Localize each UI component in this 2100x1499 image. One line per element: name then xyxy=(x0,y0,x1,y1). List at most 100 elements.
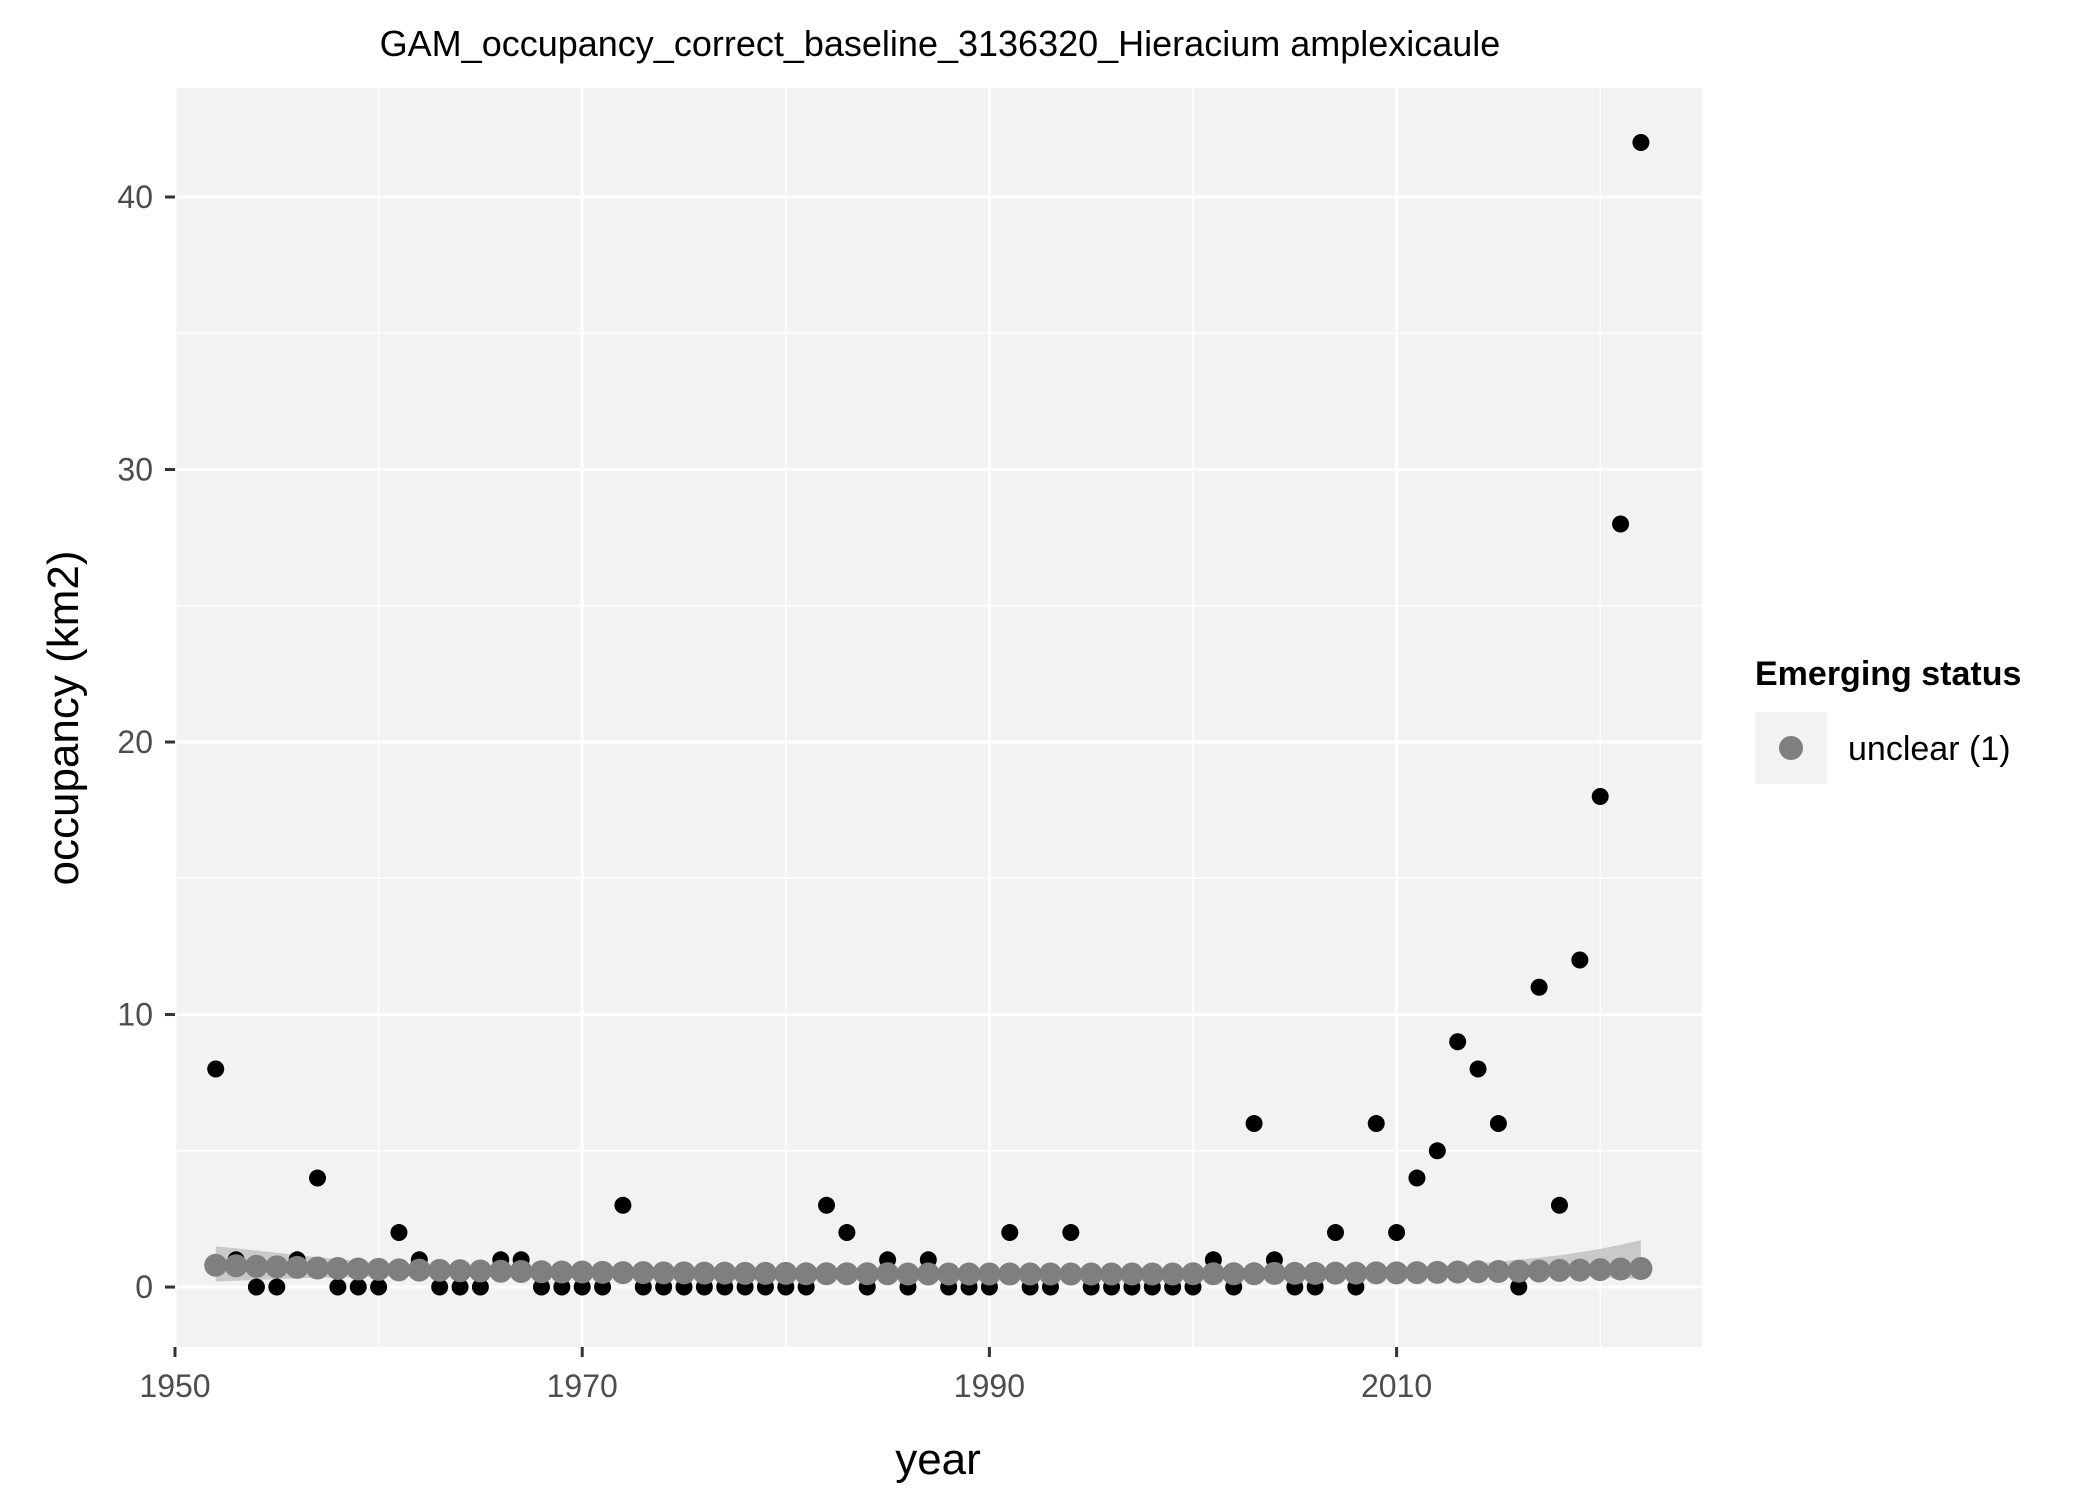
observed-point xyxy=(451,1278,469,1296)
y-tick-label: 10 xyxy=(117,997,153,1033)
fitted-point xyxy=(1446,1260,1470,1284)
fitted-point xyxy=(224,1254,248,1278)
y-axis-title: occupancy (km2) xyxy=(39,550,88,885)
observed-point xyxy=(614,1196,632,1214)
legend-title: Emerging status xyxy=(1755,655,2021,693)
observed-point xyxy=(573,1278,591,1296)
fitted-point xyxy=(265,1255,289,1279)
observed-point xyxy=(1327,1224,1345,1242)
y-axis: 0 10 20 30 40 xyxy=(117,179,175,1305)
observed-point xyxy=(553,1278,571,1296)
fitted-point xyxy=(1629,1257,1653,1281)
fitted-point xyxy=(815,1262,839,1286)
observed-point xyxy=(1001,1224,1019,1242)
fitted-point xyxy=(346,1257,370,1281)
fitted-point xyxy=(1303,1261,1327,1285)
fitted-points xyxy=(204,1253,1653,1286)
observed-point xyxy=(818,1196,836,1214)
fitted-point xyxy=(550,1260,574,1284)
grid-minor xyxy=(175,88,1702,1347)
observed-point xyxy=(1428,1142,1446,1160)
fitted-point xyxy=(1547,1258,1571,1282)
fitted-point xyxy=(1568,1258,1592,1282)
fitted-point xyxy=(244,1254,268,1278)
fitted-point xyxy=(509,1260,533,1284)
fitted-point xyxy=(1222,1262,1246,1286)
fitted-point xyxy=(1609,1257,1633,1281)
fitted-point xyxy=(1324,1261,1348,1285)
x-axis: 1950 1970 1990 2010 xyxy=(139,1347,1432,1404)
fitted-point xyxy=(570,1260,594,1284)
fitted-point xyxy=(387,1258,411,1282)
observed-point xyxy=(1469,1060,1487,1078)
fitted-point xyxy=(1466,1260,1490,1284)
x-tick-label: 1990 xyxy=(954,1368,1025,1404)
fitted-point xyxy=(1283,1261,1307,1285)
fitted-point xyxy=(1018,1262,1042,1286)
observed-point xyxy=(370,1278,388,1296)
fitted-point xyxy=(1038,1262,1062,1286)
observed-point xyxy=(1408,1169,1426,1187)
fitted-point xyxy=(672,1261,696,1285)
fitted-point xyxy=(1385,1261,1409,1285)
observed-point xyxy=(1612,515,1630,533)
fitted-point xyxy=(631,1261,655,1285)
observed-point xyxy=(431,1278,449,1296)
fitted-point xyxy=(326,1257,350,1281)
observed-point xyxy=(1510,1278,1528,1296)
fitted-point xyxy=(1140,1262,1164,1286)
y-tick-label: 30 xyxy=(117,452,153,488)
fitted-point xyxy=(774,1261,798,1285)
observed-point xyxy=(1550,1196,1568,1214)
fitted-point xyxy=(1486,1260,1510,1284)
observed-point xyxy=(1062,1224,1080,1242)
fitted-point xyxy=(285,1255,309,1279)
observed-point xyxy=(329,1278,347,1296)
fitted-point xyxy=(204,1253,228,1277)
fitted-point xyxy=(1262,1261,1286,1285)
fitted-point xyxy=(753,1261,777,1285)
observed-point xyxy=(390,1224,408,1242)
fitted-point xyxy=(448,1259,472,1283)
x-tick-label: 1950 xyxy=(139,1368,210,1404)
fitted-point xyxy=(1100,1262,1124,1286)
observed-point xyxy=(1367,1115,1385,1133)
observed-point xyxy=(247,1278,265,1296)
fitted-point xyxy=(1588,1258,1612,1282)
x-axis-title: year xyxy=(895,1435,981,1484)
fitted-point xyxy=(1344,1261,1368,1285)
fitted-point xyxy=(468,1259,492,1283)
y-tick-label: 40 xyxy=(117,179,153,215)
observed-point xyxy=(1632,134,1650,152)
observed-point xyxy=(1449,1033,1467,1051)
observed-point xyxy=(532,1278,550,1296)
observed-point xyxy=(838,1224,856,1242)
fitted-point xyxy=(1425,1260,1449,1284)
x-tick-label: 1970 xyxy=(547,1368,618,1404)
grid-major xyxy=(173,88,1702,1347)
fitted-point xyxy=(1161,1262,1185,1286)
fitted-point xyxy=(937,1262,961,1286)
observed-point xyxy=(1530,978,1548,996)
observed-point xyxy=(1489,1115,1507,1133)
observed-point xyxy=(268,1278,286,1296)
plot-panel xyxy=(175,88,1702,1347)
fitted-point xyxy=(1059,1262,1083,1286)
fitted-point xyxy=(998,1262,1022,1286)
fitted-point xyxy=(367,1257,391,1281)
fitted-point xyxy=(1242,1262,1266,1286)
observed-point xyxy=(349,1278,367,1296)
observed-point xyxy=(1591,788,1609,806)
fitted-point xyxy=(835,1262,859,1286)
legend-label: unclear (1) xyxy=(1848,730,2011,768)
fitted-point xyxy=(1201,1262,1225,1286)
fitted-point xyxy=(1120,1262,1144,1286)
fitted-point xyxy=(428,1258,452,1282)
fitted-point xyxy=(652,1261,676,1285)
fitted-point xyxy=(611,1261,635,1285)
observed-point xyxy=(471,1278,489,1296)
fitted-point xyxy=(1364,1261,1388,1285)
fitted-point xyxy=(407,1258,431,1282)
fitted-point xyxy=(1507,1259,1531,1283)
y-tick-label: 0 xyxy=(135,1269,153,1305)
